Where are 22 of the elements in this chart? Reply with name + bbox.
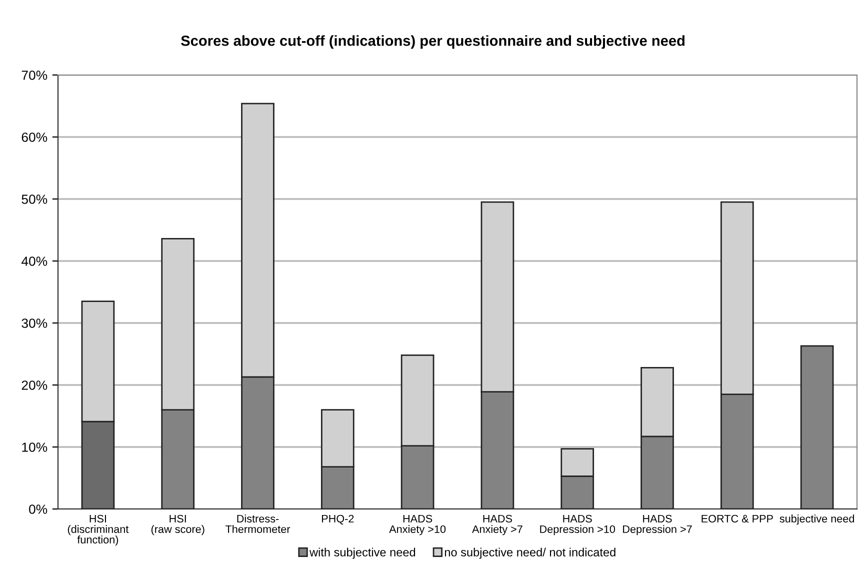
y-tick-label: 10% bbox=[22, 442, 48, 452]
chart-title: Scores above cut-off (indications) per questionnaire and subjective need bbox=[181, 35, 684, 49]
x-tick-label: HADS Anxiety >7 bbox=[472, 514, 522, 536]
y-tick-label: 70% bbox=[22, 70, 48, 80]
y-tick-label: 30% bbox=[22, 318, 48, 328]
x-tick-label: HADS Depression >10 bbox=[540, 514, 616, 536]
x-tick-label: HADS Depression >7 bbox=[623, 514, 692, 536]
x-tick-label: HSI (raw score) bbox=[151, 514, 204, 536]
y-tick-label: 0% bbox=[29, 504, 48, 514]
x-tick-label: HADS Anxiety >10 bbox=[389, 514, 446, 536]
y-tick-label: 20% bbox=[22, 380, 48, 390]
bar bbox=[800, 345, 834, 509]
legend-label: with subjective need bbox=[310, 548, 416, 559]
x-tick-label: subjective need bbox=[780, 514, 854, 525]
y-tick-label: 60% bbox=[22, 132, 48, 142]
x-tick-label: EORTC & PPP bbox=[702, 514, 773, 523]
x-tick-label: PHQ-2 bbox=[322, 514, 354, 524]
x-tick-label: Distress- Thermometer bbox=[225, 514, 290, 534]
y-tick-label: 40% bbox=[21, 256, 48, 266]
y-tick-label: 50% bbox=[22, 194, 48, 204]
legend-label: no subjective need/ not indicated bbox=[444, 548, 616, 559]
x-tick-label: HSI (discriminant function) bbox=[68, 514, 129, 546]
